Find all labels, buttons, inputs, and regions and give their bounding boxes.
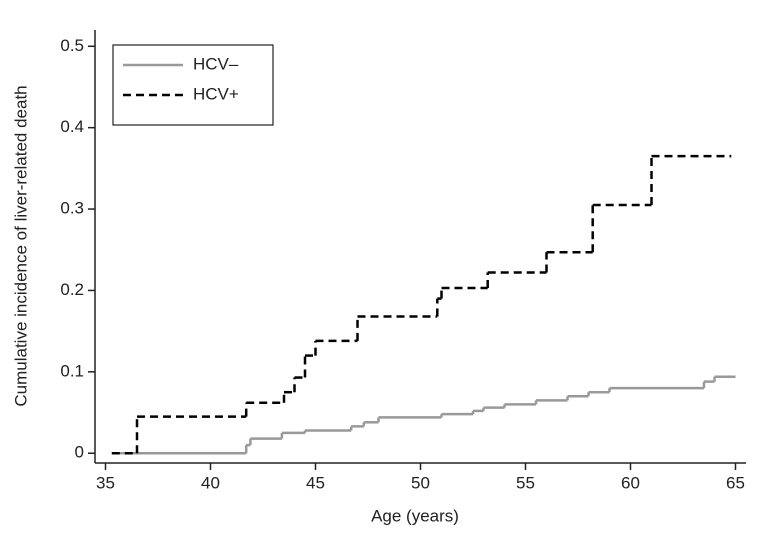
y-tick-label: 0.5 [60,36,84,55]
y-tick-label: 0 [75,443,84,462]
legend-label: HCV+ [193,84,239,103]
x-axis-label: Age (years) [371,506,459,525]
y-tick-label: 0.2 [60,280,84,299]
x-tick-label: 40 [201,473,220,492]
x-tick-label: 60 [621,473,640,492]
legend-box [112,44,274,126]
x-tick-label: 50 [411,473,430,492]
x-tick-label: 65 [726,473,745,492]
y-tick-label: 0.1 [60,361,84,380]
legend-label: HCV– [193,54,239,73]
y-tick-label: 0.3 [60,199,84,218]
y-tick-label: 0.4 [60,117,84,136]
x-tick-label: 35 [96,473,115,492]
y-axis-label: Cumulative incidence of liver-related de… [11,85,30,406]
x-tick-label: 45 [306,473,325,492]
x-tick-label: 55 [516,473,535,492]
